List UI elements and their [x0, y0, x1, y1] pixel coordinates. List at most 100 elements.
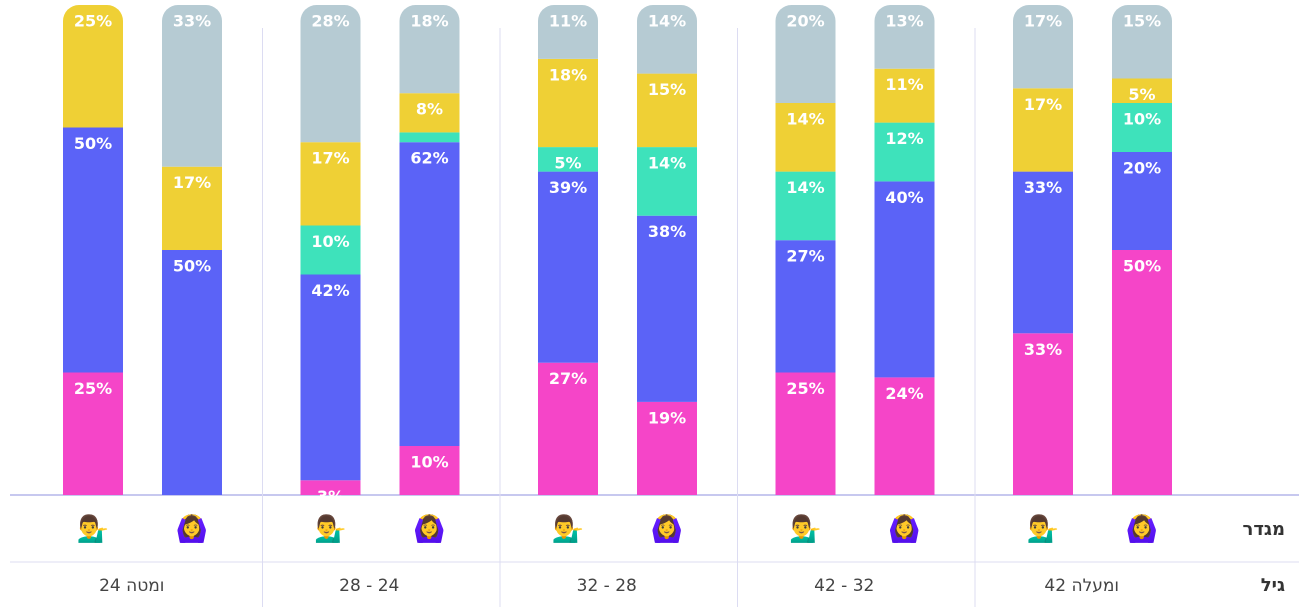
- value-label: 18%: [549, 65, 587, 84]
- value-label: 28%: [311, 12, 349, 31]
- bar-segment: [300, 480, 361, 495]
- bar-segment: [63, 372, 123, 495]
- bar-segment: [538, 147, 598, 172]
- gender-icon: 💁‍♂️: [789, 514, 821, 545]
- bar-segment: [399, 5, 460, 94]
- value-label: 18%: [410, 12, 448, 31]
- value-label: 25%: [786, 379, 824, 398]
- bar-segment: [775, 372, 836, 495]
- value-label: 14%: [786, 178, 824, 197]
- bar-segment: [538, 171, 598, 363]
- value-label: 20%: [786, 12, 824, 31]
- bar-segment: [775, 171, 836, 241]
- bar-segment: [1112, 103, 1172, 152]
- bar: [300, 5, 361, 495]
- bar-segment: [300, 142, 361, 226]
- bar-segment: [399, 446, 460, 495]
- value-label: 25%: [74, 12, 112, 31]
- bar-segment: [300, 5, 361, 143]
- bar: [399, 5, 460, 495]
- bar-segment: [874, 181, 935, 378]
- bar-segment: [399, 132, 460, 143]
- bar-segment: [300, 274, 361, 481]
- bar: [1112, 5, 1172, 495]
- x-tick-label: 42 - 32: [814, 576, 874, 596]
- bar: [162, 5, 222, 495]
- bar: [775, 5, 836, 495]
- value-label: 17%: [311, 149, 349, 168]
- bar-segment: [637, 5, 697, 74]
- value-label: 13%: [885, 12, 923, 31]
- bar-segment: [162, 166, 222, 250]
- bar-segment: [874, 68, 935, 123]
- bar-segment: [300, 225, 361, 275]
- bar-segment: [1013, 171, 1073, 334]
- bar-segment: [1013, 5, 1073, 89]
- bar-segment: [637, 73, 697, 148]
- value-label: 5%: [554, 154, 581, 173]
- value-label: 10%: [410, 453, 448, 472]
- value-label: 17%: [1024, 12, 1062, 31]
- bar-segment: [775, 240, 836, 373]
- value-label: 8%: [416, 100, 443, 119]
- gender-icon: 🙆‍♀️: [176, 514, 208, 545]
- bar-segment: [775, 103, 836, 172]
- value-label: 50%: [173, 257, 211, 276]
- value-label: 39%: [549, 178, 587, 197]
- value-label: 11%: [549, 12, 587, 31]
- value-label: 3%: [317, 487, 344, 506]
- gender-icon: 💁‍♂️: [1027, 514, 1059, 545]
- gender-icon: 💁‍♂️: [314, 514, 346, 545]
- bar-segment: [1112, 5, 1172, 79]
- x-tick-label: 32 - 28: [577, 576, 637, 596]
- bar: [1013, 5, 1073, 495]
- x-tick-label: 42 ומעלה: [1044, 576, 1119, 596]
- value-label: 50%: [74, 134, 112, 153]
- value-label: 14%: [648, 154, 686, 173]
- value-label: 17%: [173, 173, 211, 192]
- value-label: 20%: [1123, 159, 1161, 178]
- bar-segment: [63, 5, 123, 128]
- value-label: 25%: [74, 379, 112, 398]
- value-label: 14%: [648, 12, 686, 31]
- bar-segment: [637, 147, 697, 216]
- bar-segment: [1112, 250, 1172, 495]
- x-tick-label: 28 - 24: [339, 576, 399, 596]
- value-label: 33%: [173, 12, 211, 31]
- gender-icon: 🙆‍♀️: [888, 514, 920, 545]
- bar-segment: [874, 5, 935, 69]
- value-label: 33%: [1024, 340, 1062, 359]
- row-label: מגדר: [1243, 519, 1286, 540]
- gender-icon: 💁‍♂️: [77, 514, 109, 545]
- row-label: גיל: [1261, 575, 1285, 596]
- bar-segment: [637, 215, 697, 402]
- bar-segment: [1112, 78, 1172, 103]
- bar-segment: [637, 401, 697, 495]
- value-label: 10%: [311, 232, 349, 251]
- gender-icon: 🙆‍♀️: [651, 514, 683, 545]
- gender-icon: 💁‍♂️: [552, 514, 584, 545]
- value-label: 11%: [885, 75, 923, 94]
- value-label: 5%: [1128, 85, 1155, 104]
- value-label: 38%: [648, 222, 686, 241]
- bar-segment: [162, 5, 222, 167]
- bar-segment: [874, 377, 935, 495]
- bar-segment: [399, 142, 460, 446]
- bar-segment: [538, 58, 598, 148]
- value-label: 12%: [885, 129, 923, 148]
- bar-segment: [538, 362, 598, 495]
- bar-segment: [874, 122, 935, 182]
- value-label: 10%: [1123, 110, 1161, 129]
- bar-segment: [399, 93, 460, 133]
- value-label: 27%: [786, 247, 824, 266]
- value-label: 33%: [1024, 178, 1062, 197]
- value-label: 14%: [786, 110, 824, 129]
- value-label: 27%: [549, 369, 587, 388]
- bar-segment: [162, 250, 222, 495]
- value-label: 17%: [1024, 95, 1062, 114]
- value-label: 40%: [885, 188, 923, 207]
- bar-segment: [1112, 152, 1172, 250]
- value-label: 15%: [1123, 12, 1161, 31]
- value-label: 42%: [311, 281, 349, 300]
